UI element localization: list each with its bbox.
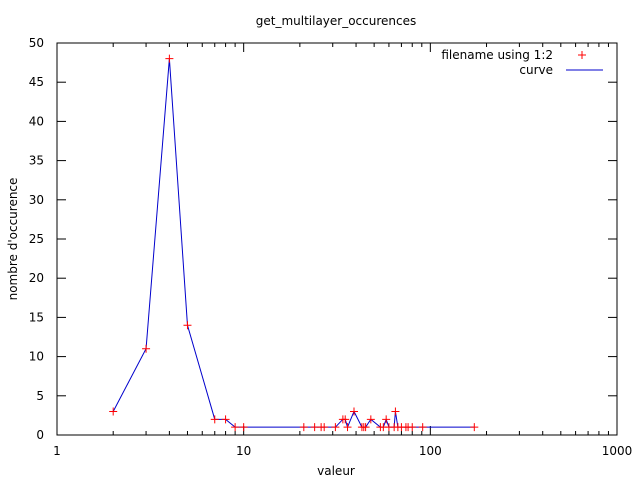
x-tick-label: 10 xyxy=(236,444,251,458)
series-layer xyxy=(109,54,479,432)
y-tick-label: 35 xyxy=(29,154,44,168)
legend-label: filename using 1:2 xyxy=(441,48,553,62)
data-point xyxy=(109,407,118,416)
y-tick-label: 40 xyxy=(29,114,44,128)
data-point xyxy=(366,415,375,424)
axes: 0 5 10 15 20 25 30 35 40 45 50 1 10 100 1000 xyxy=(29,36,633,458)
curve-series-line xyxy=(112,58,475,429)
chart-title: get_multilayer_occurences xyxy=(256,14,417,28)
y-tick-label: 0 xyxy=(36,428,44,442)
legend-label: curve xyxy=(519,63,553,77)
data-point xyxy=(142,344,151,353)
legend-point-marker xyxy=(578,51,586,59)
data-point xyxy=(331,423,340,432)
data-point xyxy=(221,415,230,424)
data-point xyxy=(349,407,358,416)
data-point xyxy=(210,415,219,424)
x-tick-label: 1 xyxy=(53,444,61,458)
y-tick-label: 5 xyxy=(36,389,44,403)
y-tick-label: 10 xyxy=(29,350,44,364)
x-tick-label: 1000 xyxy=(602,444,633,458)
plot-frame xyxy=(56,42,618,436)
data-point xyxy=(231,423,240,432)
y-tick-label: 25 xyxy=(29,232,44,246)
y-tick-label: 15 xyxy=(29,310,44,324)
data-point xyxy=(382,415,391,424)
y-tick-label: 45 xyxy=(29,75,44,89)
data-point xyxy=(320,423,329,432)
y-tick-label: 30 xyxy=(29,193,44,207)
data-point xyxy=(361,423,370,432)
data-point xyxy=(408,423,417,432)
data-point xyxy=(341,415,350,424)
y-tick-label: 20 xyxy=(29,271,44,285)
y-tick-label: 50 xyxy=(29,36,44,50)
data-point xyxy=(165,54,174,63)
data-point xyxy=(239,423,248,432)
data-point xyxy=(343,423,352,432)
y-axis-label: nombre d'occurence xyxy=(6,178,20,301)
data-point xyxy=(391,407,400,416)
data-point xyxy=(470,423,479,432)
data-point xyxy=(183,321,192,330)
data-point xyxy=(418,423,427,432)
x-tick-label: 100 xyxy=(419,444,442,458)
x-axis-label: valeur xyxy=(317,464,355,478)
data-point xyxy=(299,423,308,432)
